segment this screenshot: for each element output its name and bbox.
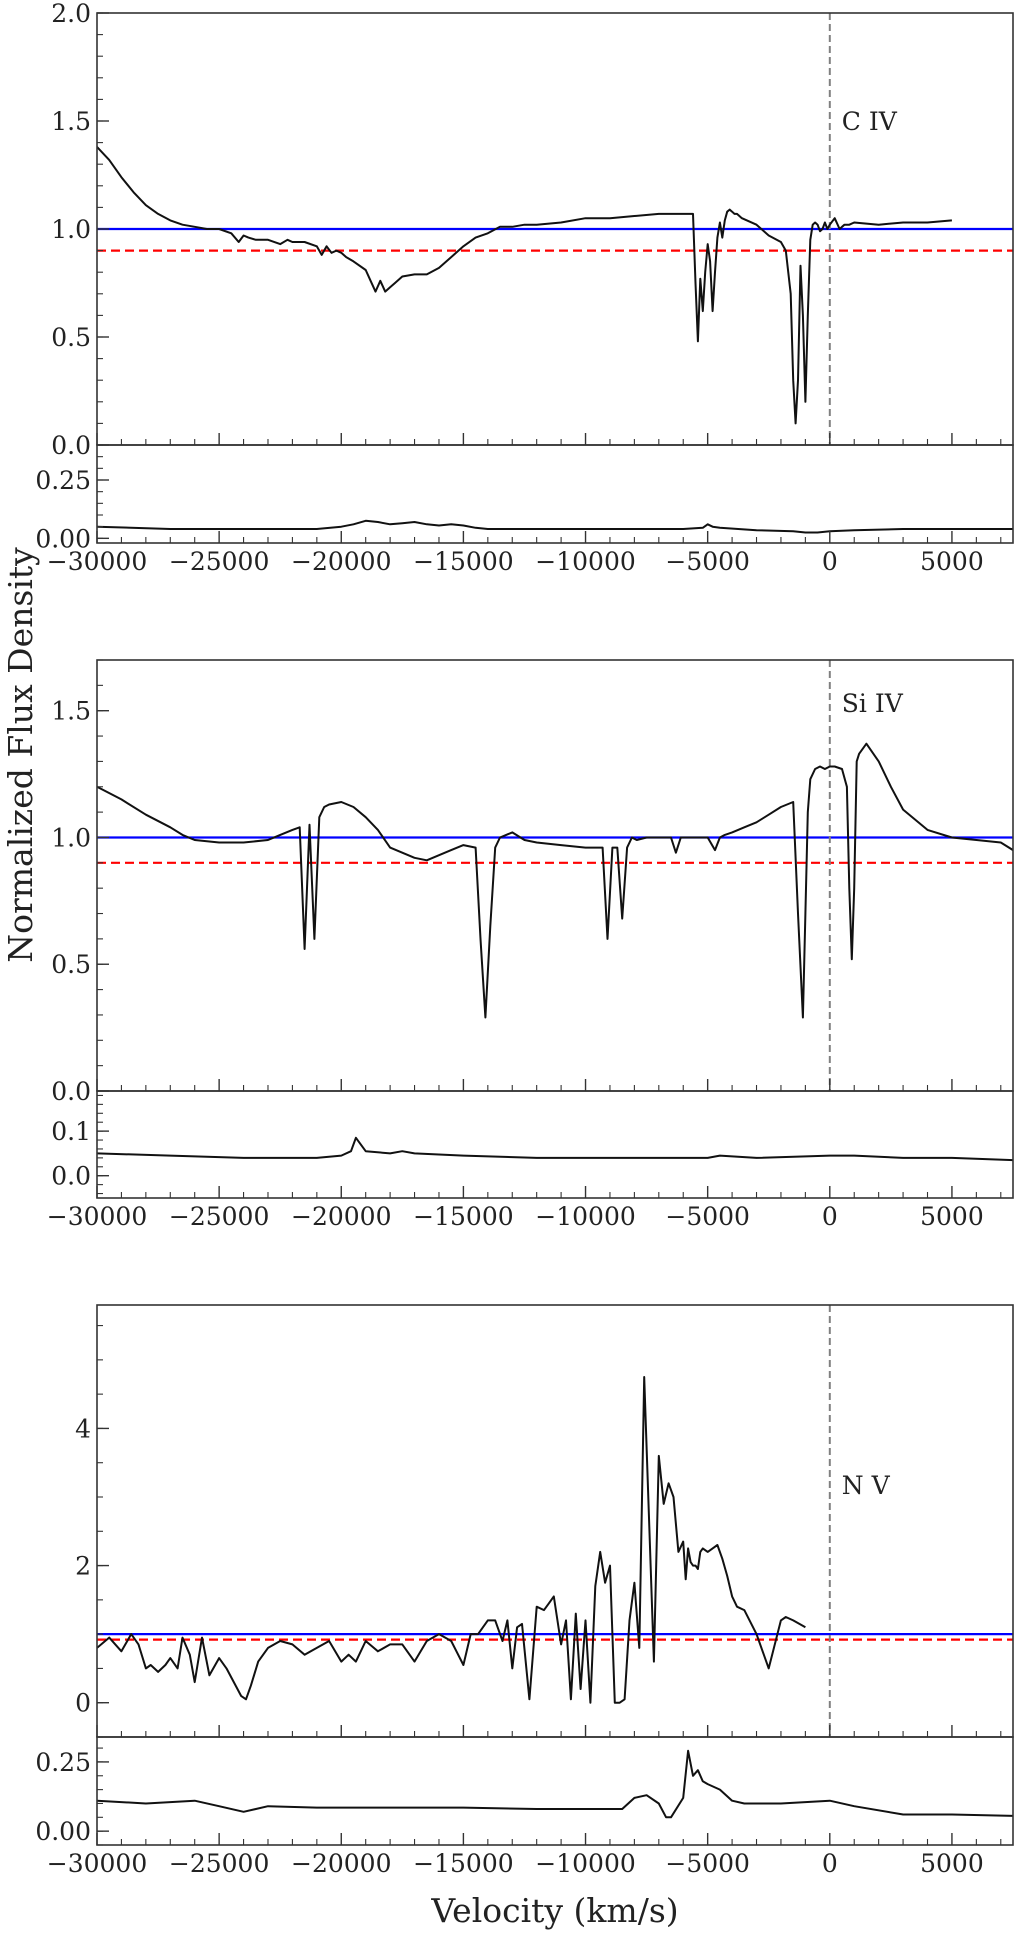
y-tick-label: 1.5 — [51, 697, 91, 726]
y-tick-label: 1.5 — [51, 107, 91, 136]
x-tick-label: −15000 — [413, 547, 513, 576]
residual-line — [97, 1136, 1013, 1162]
ion-label: C IV — [842, 107, 898, 136]
x-tick-label: 0 — [822, 547, 838, 576]
residual-axes: 0.00 0.25 −30000 −25000 −20000 −15000 −10000 −5… — [35, 444, 1014, 576]
ion-label: Si IV — [842, 689, 904, 718]
flux-axes: 0.0 0.5 1.0 1.5 2.0 C IV — [51, 0, 1014, 460]
x-tick-label: 0 — [822, 1202, 838, 1231]
residual-line — [97, 1749, 1013, 1819]
x-tick-label: −20000 — [291, 1849, 391, 1878]
axes-frame — [96, 1090, 1014, 1199]
y-tick-label: 0.1 — [51, 1117, 91, 1146]
y-tick-label: 2 — [75, 1552, 91, 1581]
x-tick-label: −15000 — [413, 1849, 513, 1878]
y-tick-label: 1.0 — [51, 215, 91, 244]
x-tick-label: −5000 — [665, 547, 750, 576]
axes-frame — [96, 1736, 1014, 1846]
y-tick-label: 0 — [75, 1689, 91, 1718]
panel-si-iv: 0.0 0.5 1.0 1.5 Si IV 0.0 0.1 −30000 −25000 −2000… — [47, 659, 1014, 1231]
ion-label: N V — [842, 1471, 891, 1500]
flux-axes: 0.0 0.5 1.0 1.5 Si IV — [51, 659, 1014, 1106]
x-tick-label: −25000 — [169, 1202, 269, 1231]
x-tick-label: −5000 — [665, 1849, 750, 1878]
flux-spectrum-line — [97, 146, 952, 425]
x-tick-label: −10000 — [535, 547, 635, 576]
y-tick-label: 0.25 — [35, 1748, 91, 1777]
x-tick-label: −5000 — [665, 1202, 750, 1231]
x-tick-label: −20000 — [291, 1202, 391, 1231]
y-tick-label: 0.00 — [35, 1817, 91, 1846]
y-tick-label: 0.0 — [51, 1162, 91, 1191]
x-tick-label: −25000 — [169, 1849, 269, 1878]
residual-line — [97, 519, 1013, 534]
x-tick-label: −10000 — [535, 1849, 635, 1878]
y-tick-label: 0.0 — [51, 431, 91, 460]
axes-frame — [96, 1304, 1014, 1738]
x-tick-label: −20000 — [291, 547, 391, 576]
x-tick-label: −30000 — [47, 1202, 147, 1231]
y-tick-label: 1.0 — [51, 823, 91, 852]
panel-n-v: 0 2 4 N V 0.00 0.25 −30000 −25000 −20000 −15000 −1… — [35, 1304, 1014, 1878]
y-tick-label: 4 — [75, 1414, 91, 1443]
x-tick-label: −30000 — [47, 547, 147, 576]
y-tick-label: 2.0 — [51, 0, 91, 28]
x-tick-label: −25000 — [169, 547, 269, 576]
axes-frame — [96, 659, 1014, 1092]
x-axis-title: Velocity (km/s) — [430, 1891, 678, 1930]
y-tick-label: 0.5 — [51, 950, 91, 979]
flux-spectrum-line — [97, 1376, 806, 1704]
x-tick-label: −15000 — [413, 1202, 513, 1231]
flux-spectrum-line — [97, 742, 1013, 1019]
y-axis-title: Normalized Flux Density — [1, 547, 40, 963]
residual-axes: 0.00 0.25 −30000 −25000 −20000 −15000 −10000 −5… — [35, 1736, 1014, 1878]
panels: 0.00.51.01.52.0C IV0.000.25−30000 −25000−… — [35, 0, 1014, 1878]
y-tick-label: 0.5 — [51, 323, 91, 352]
x-tick-label: 5000 — [920, 1849, 984, 1878]
y-tick-label: 0.25 — [35, 466, 91, 495]
residual-axes: 0.0 0.1 −30000 −25000 −20000 −15000 −10000 −500… — [47, 1090, 1014, 1231]
x-tick-label: 5000 — [920, 547, 984, 576]
y-tick-label: 0.00 — [35, 524, 91, 553]
axes-frame — [96, 444, 1014, 544]
x-tick-label: −10000 — [535, 1202, 635, 1231]
y-tick-label: 0.0 — [51, 1077, 91, 1106]
x-tick-label: −30000 — [47, 1849, 147, 1878]
panel-c-iv: 0.00.51.01.52.0C IV0.000.25−30000 −25000−… — [35, 0, 1014, 576]
x-tick-label: 5000 — [920, 1202, 984, 1231]
x-tick-label: 0 — [822, 1849, 838, 1878]
flux-axes: 0 2 4 N V — [75, 1304, 1014, 1738]
